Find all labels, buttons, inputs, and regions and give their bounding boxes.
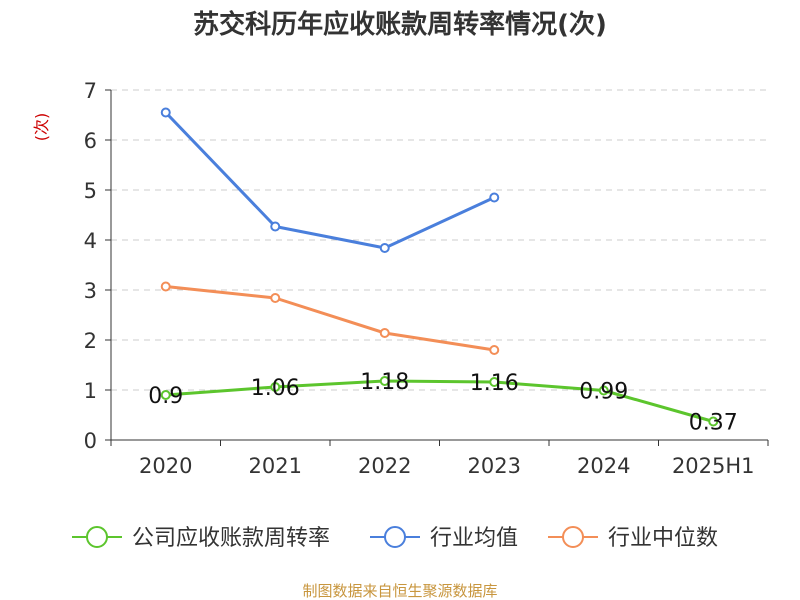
series-2	[160, 281, 500, 355]
axes	[105, 89, 769, 446]
x-tick-label: 2022	[358, 454, 411, 478]
y-tick-label: 7	[84, 79, 97, 103]
legend: 公司应收账款周转率 行业均值 行业中位数	[72, 526, 718, 551]
series-line	[165, 285, 495, 352]
data-label: 0.37	[689, 411, 738, 436]
source-note: 制图数据来自恒生聚源数据库	[302, 582, 497, 600]
y-tick-label: 3	[84, 279, 97, 303]
y-axis-label: (次)	[32, 113, 51, 142]
legend-marker	[562, 526, 584, 548]
data-point	[598, 385, 609, 396]
y-tick-label: 2	[84, 329, 97, 353]
data-point	[489, 377, 500, 387]
y-tick-label: 6	[84, 129, 97, 153]
legend-label: 行业均值	[430, 526, 518, 551]
legend-marker	[86, 526, 108, 548]
legend-marker	[384, 526, 406, 548]
data-point	[379, 376, 390, 386]
data-labels: 0.9 1.06 1.18 1.16 0.99 0.37	[148, 370, 737, 436]
data-point	[379, 328, 390, 338]
data-point	[489, 192, 500, 203]
data-point	[270, 382, 281, 392]
series-line	[165, 379, 714, 423]
x-tick-label: 2020	[139, 454, 192, 478]
data-label: 1.18	[360, 370, 409, 395]
data-label: 0.99	[579, 380, 628, 405]
y-tick-label: 1	[84, 379, 97, 403]
data-point	[270, 221, 281, 232]
data-point	[160, 390, 171, 400]
x-tick-label: 2023	[468, 454, 521, 478]
data-point	[379, 243, 390, 253]
series-0	[160, 376, 719, 427]
x-tick-label: 2021	[249, 454, 302, 478]
data-label: 0.9	[148, 384, 183, 409]
legend-item: 行业中位数	[548, 526, 718, 551]
legend-item: 公司应收账款周转率	[72, 526, 330, 551]
data-label: 1.16	[470, 371, 519, 396]
x-tick-label: 2024	[577, 454, 630, 478]
x-tick-labels: 2020 2021 2022 2023 2024 2025H1	[139, 454, 755, 478]
series-line	[164, 111, 495, 250]
data-point	[270, 293, 281, 303]
data-label: 1.06	[251, 376, 300, 401]
chart-title: 苏交科历年应收账款周转率情况(次)	[193, 9, 607, 40]
y-tick-label: 0	[84, 429, 97, 453]
legend-label: 公司应收账款周转率	[132, 526, 330, 551]
series-1	[160, 107, 500, 253]
y-tick-label: 4	[84, 229, 97, 253]
series-group	[160, 107, 719, 427]
data-point	[160, 107, 171, 118]
gridlines	[111, 89, 768, 391]
y-tick-label: 5	[84, 179, 97, 203]
legend-item: 行业均值	[370, 526, 518, 551]
data-point	[708, 416, 719, 427]
data-point	[489, 345, 500, 355]
y-tick-labels: 0 1 2 3 4 5 6 7	[84, 79, 97, 453]
data-point	[160, 281, 171, 292]
x-tick-label: 2025H1	[672, 454, 755, 478]
legend-label: 行业中位数	[608, 526, 718, 551]
